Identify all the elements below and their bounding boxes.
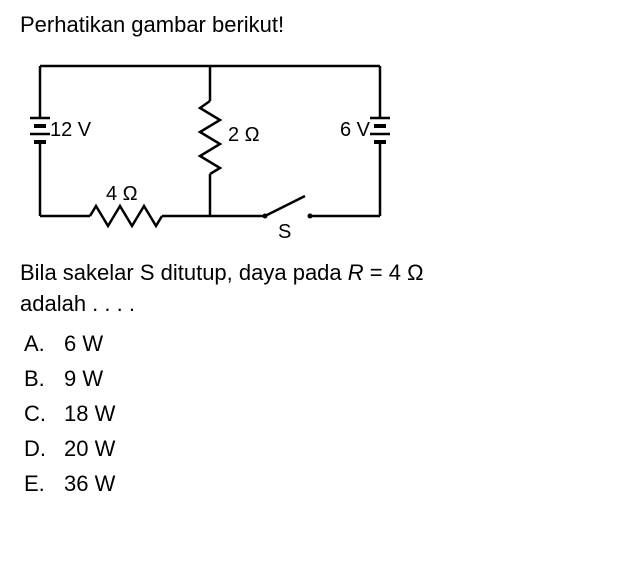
question-line2: adalah . . . . xyxy=(20,291,135,316)
question-text: Bila sakelar S ditutup, daya pada R = 4 … xyxy=(20,258,624,320)
option-d: D. 20 W xyxy=(24,431,624,466)
option-a: A. 6 W xyxy=(24,326,624,361)
option-text: 6 W xyxy=(64,326,103,361)
resistor-middle-label: 2 Ω xyxy=(228,124,260,146)
circuit-svg: 12 V 2 Ω 6 V 4 Ω S xyxy=(20,46,400,246)
question-variable: R xyxy=(348,260,364,285)
page-title: Perhatikan gambar berikut! xyxy=(20,12,624,38)
option-text: 9 W xyxy=(64,361,103,396)
circuit-diagram: 12 V 2 Ω 6 V 4 Ω S xyxy=(20,46,400,246)
option-letter: E. xyxy=(24,466,48,501)
option-letter: D. xyxy=(24,431,48,466)
option-text: 18 W xyxy=(64,396,115,431)
battery-right-label: 6 V xyxy=(340,119,371,141)
question-line1-post: = 4 Ω xyxy=(364,260,424,285)
options-list: A. 6 W B. 9 W C. 18 W D. 20 W E. 36 W xyxy=(20,326,624,502)
option-e: E. 36 W xyxy=(24,466,624,501)
option-letter: A. xyxy=(24,326,48,361)
option-text: 20 W xyxy=(64,431,115,466)
option-c: C. 18 W xyxy=(24,396,624,431)
battery-left-label: 12 V xyxy=(50,119,92,141)
option-letter: B. xyxy=(24,361,48,396)
resistor-bottom-label: 4 Ω xyxy=(106,183,138,205)
question-line1-pre: Bila sakelar S ditutup, daya pada xyxy=(20,260,348,285)
switch-label: S xyxy=(278,221,291,243)
option-b: B. 9 W xyxy=(24,361,624,396)
option-text: 36 W xyxy=(64,466,115,501)
option-letter: C. xyxy=(24,396,48,431)
